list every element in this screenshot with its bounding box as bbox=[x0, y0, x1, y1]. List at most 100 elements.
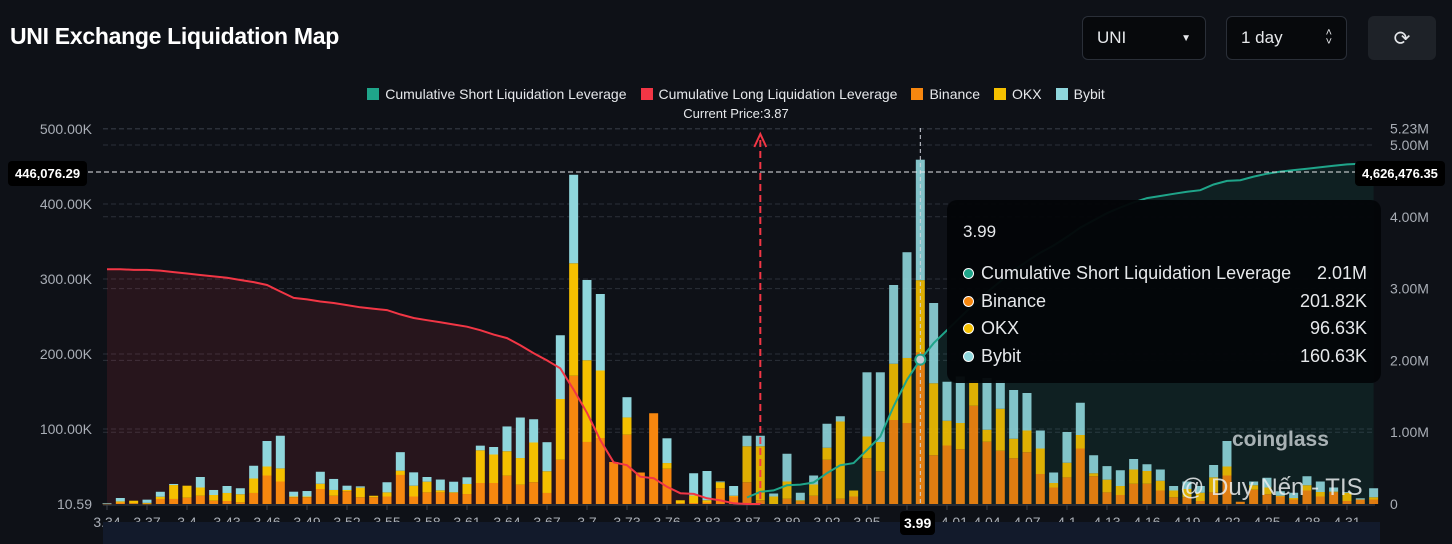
bybit-bar-segment bbox=[742, 435, 752, 447]
bybit-bar-segment bbox=[1169, 486, 1179, 491]
okx-bar-segment bbox=[462, 483, 472, 495]
okx-bar-segment bbox=[475, 450, 485, 483]
chart-zoom-slider[interactable] bbox=[103, 522, 1380, 544]
binance-bar-segment bbox=[649, 413, 659, 504]
binance-bar-segment bbox=[115, 502, 125, 504]
binance-bar-segment bbox=[782, 498, 792, 504]
okx-bar-segment bbox=[115, 501, 125, 503]
legend-item-okx[interactable]: OKX bbox=[994, 86, 1042, 102]
coinglass-watermark: coinglass bbox=[1232, 428, 1329, 451]
okx-bar-segment bbox=[409, 485, 419, 497]
bybit-bar-segment bbox=[622, 397, 632, 418]
bybit-bar-segment bbox=[1009, 390, 1019, 439]
binance-bar-segment bbox=[1009, 458, 1019, 504]
bybit-bar-segment bbox=[902, 252, 912, 358]
bybit-bar-segment bbox=[1182, 481, 1192, 489]
bybit-bar-segment bbox=[1355, 498, 1365, 500]
okx-bar-segment bbox=[422, 481, 432, 493]
okx-bar-segment bbox=[849, 490, 859, 497]
okx-bar-segment bbox=[529, 442, 539, 483]
chart-tooltip: 3.99 Cumulative Short Liquidation Levera… bbox=[947, 200, 1381, 383]
okx-bar-segment bbox=[542, 471, 552, 493]
okx-bar-segment bbox=[449, 492, 459, 493]
okx-bar-segment bbox=[1009, 438, 1019, 459]
symbol-select[interactable]: UNI ▼ bbox=[1082, 16, 1206, 60]
legend-item-short[interactable]: Cumulative Short Liquidation Leverage bbox=[367, 86, 627, 102]
binance-bar-segment bbox=[582, 441, 592, 504]
right-axis-tick: 5.23M bbox=[1390, 120, 1429, 136]
up-down-chevron-icon: ˄ ˅ bbox=[1325, 27, 1332, 48]
binance-bar-segment bbox=[942, 445, 952, 504]
okx-bar-segment bbox=[782, 481, 792, 499]
bybit-bar-segment bbox=[569, 174, 579, 264]
period-select[interactable]: 1 day ˄ ˅ bbox=[1226, 16, 1347, 60]
binance-bar-segment bbox=[1195, 501, 1205, 504]
bybit-bar-segment bbox=[1222, 441, 1232, 467]
current-price-label: Current Price:3.87 bbox=[683, 106, 789, 121]
bybit-bar-segment bbox=[955, 376, 965, 423]
okx-bar-segment bbox=[862, 436, 872, 459]
okx-bar-segment bbox=[595, 370, 605, 438]
binance-bar-segment bbox=[462, 494, 472, 504]
binance-bar-segment bbox=[262, 475, 272, 504]
left-axis-tick: 200.00K bbox=[40, 346, 93, 362]
bybit-bar-segment bbox=[662, 438, 672, 464]
binance-bar-segment bbox=[155, 498, 165, 504]
binance-bar-segment bbox=[435, 492, 445, 504]
binance-bar-segment bbox=[1235, 501, 1245, 504]
binance-bar-segment bbox=[1342, 501, 1352, 504]
okx-bar-segment bbox=[1249, 485, 1259, 490]
tooltip-row: Bybit 160.63K bbox=[963, 343, 1367, 371]
bybit-bar-segment bbox=[1329, 487, 1339, 492]
okx-bar-segment bbox=[1035, 448, 1045, 474]
legend-item-binance[interactable]: Binance bbox=[911, 86, 980, 102]
okx-bar-segment bbox=[129, 500, 139, 504]
binance-bar-segment bbox=[249, 492, 259, 504]
tooltip-row-name: Binance bbox=[981, 290, 1047, 311]
okx-bar-segment bbox=[982, 429, 992, 442]
refresh-button[interactable]: ⟳ bbox=[1368, 16, 1436, 60]
left-axis-tick: 500.00K bbox=[40, 121, 93, 137]
okx-bar-segment bbox=[955, 423, 965, 450]
okx-bar-segment bbox=[1329, 491, 1339, 493]
bybit-bar-segment bbox=[1195, 486, 1205, 493]
bybit-bar-segment bbox=[1302, 476, 1312, 486]
left-axis-tick: 100.00K bbox=[40, 421, 93, 437]
binance-bar-segment bbox=[955, 449, 965, 504]
binance-bar-segment bbox=[395, 474, 405, 504]
legend-item-bybit[interactable]: Bybit bbox=[1055, 86, 1105, 102]
binance-bar-segment bbox=[1062, 477, 1072, 504]
okx-bar-segment bbox=[142, 502, 152, 504]
binance-bar-segment bbox=[862, 458, 872, 504]
bybit-bar-segment bbox=[862, 372, 872, 437]
okx-bar-segment bbox=[1089, 473, 1099, 477]
okx-bar-segment bbox=[555, 399, 565, 460]
binance-bar-segment bbox=[1049, 487, 1059, 504]
bybit-bar-segment bbox=[1275, 491, 1285, 496]
legend-item-long[interactable]: Cumulative Long Liquidation Leverage bbox=[640, 86, 897, 102]
bybit-bar-segment bbox=[249, 465, 259, 479]
binance-bar-segment bbox=[1075, 448, 1085, 504]
tooltip-row-value: 96.63K bbox=[1309, 318, 1367, 339]
binance-bar-segment bbox=[715, 488, 725, 504]
chart-legend: Cumulative Short Liquidation Leverage Cu… bbox=[0, 86, 1452, 102]
refresh-icon: ⟳ bbox=[1393, 27, 1411, 50]
okx-bar-segment bbox=[182, 485, 192, 498]
okx-bar-segment bbox=[169, 485, 179, 499]
binance-bar-segment bbox=[635, 472, 645, 504]
okx-bar-segment bbox=[1289, 498, 1299, 500]
binance-bar-segment bbox=[849, 496, 859, 504]
tooltip-row: Cumulative Short Liquidation Leverage 2.0… bbox=[963, 260, 1367, 288]
series-dot-icon bbox=[963, 295, 974, 307]
right-axis-tick: 0 bbox=[1390, 496, 1398, 512]
bybit-bar-segment bbox=[1209, 465, 1219, 478]
bybit-bar-segment bbox=[1102, 466, 1112, 480]
binance-bar-segment bbox=[742, 482, 752, 504]
bybit-bar-segment bbox=[702, 471, 712, 501]
bybit-bar-segment bbox=[342, 485, 352, 490]
binance-bar-segment bbox=[1142, 483, 1152, 504]
okx-bar-segment bbox=[1275, 495, 1285, 497]
binance-bar-segment bbox=[409, 496, 419, 504]
binance-bar-segment bbox=[595, 438, 605, 504]
binance-bar-segment bbox=[569, 375, 579, 504]
